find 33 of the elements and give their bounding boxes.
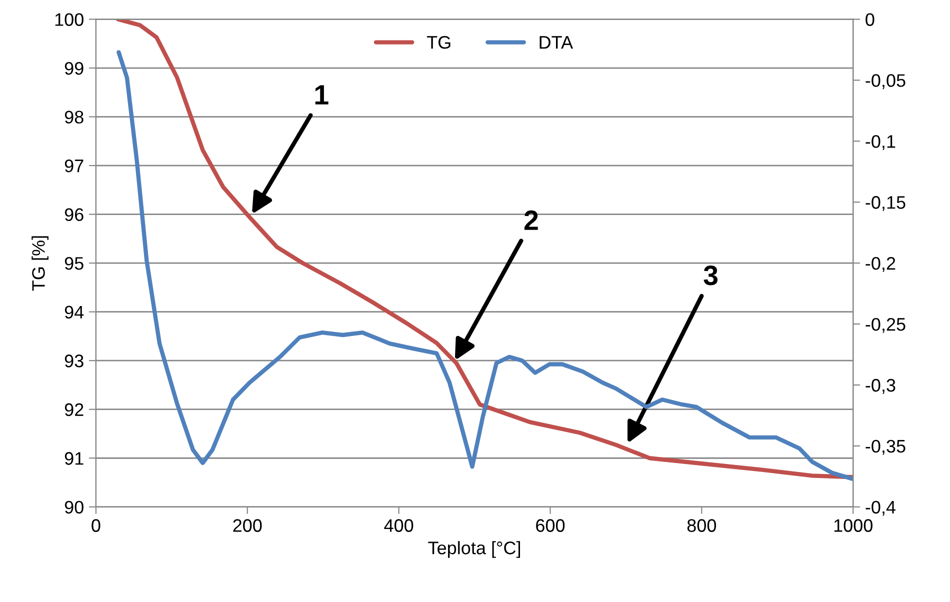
y-tick-label: 94: [64, 306, 84, 319]
y2-tick-label: -0,4: [866, 500, 896, 516]
y-tick-label: 100: [55, 13, 84, 26]
x-tick-label: 800: [687, 519, 716, 532]
y-tick-label: 97: [64, 159, 84, 172]
y-tick-label: 92: [64, 403, 84, 416]
y2-tick-label: -0,2: [866, 257, 896, 272]
y2-tick-label: -0,1: [866, 135, 896, 150]
y-tick-label: 96: [64, 208, 84, 222]
annotation: 3: [704, 266, 718, 286]
y2-tick-label: -0,05: [866, 74, 906, 90]
x-tick-label: 400: [384, 519, 414, 532]
y2-tick-label: -0,3: [866, 378, 896, 394]
y-tick-label: 99: [64, 62, 84, 75]
annotation: 1: [315, 85, 328, 104]
y-axis-title: TG [%]: [32, 236, 48, 291]
y-tick-label: 91: [64, 452, 84, 465]
y2-tick-label: -0,25: [866, 318, 906, 333]
legend-label: DTA: [540, 36, 574, 49]
y2-tick-label: -0,15: [866, 196, 906, 211]
y2-tick-label: -0,35: [866, 440, 906, 455]
x-axis-title: Teplota [°C]: [428, 541, 520, 558]
annotation: 2: [524, 210, 538, 230]
x-tick-label: 600: [536, 519, 565, 532]
y-tick-label: 90: [64, 500, 84, 514]
y-tick-label: 98: [64, 110, 84, 124]
y2-tick-label: 0: [866, 13, 874, 26]
legend-label: TG: [426, 36, 450, 49]
y-tick-label: 93: [64, 354, 84, 368]
x-tick-label: 1000: [834, 519, 872, 532]
x-tick-label: 0: [92, 519, 100, 532]
x-tick-label: 200: [233, 519, 262, 532]
y-tick-label: 95: [64, 257, 84, 270]
